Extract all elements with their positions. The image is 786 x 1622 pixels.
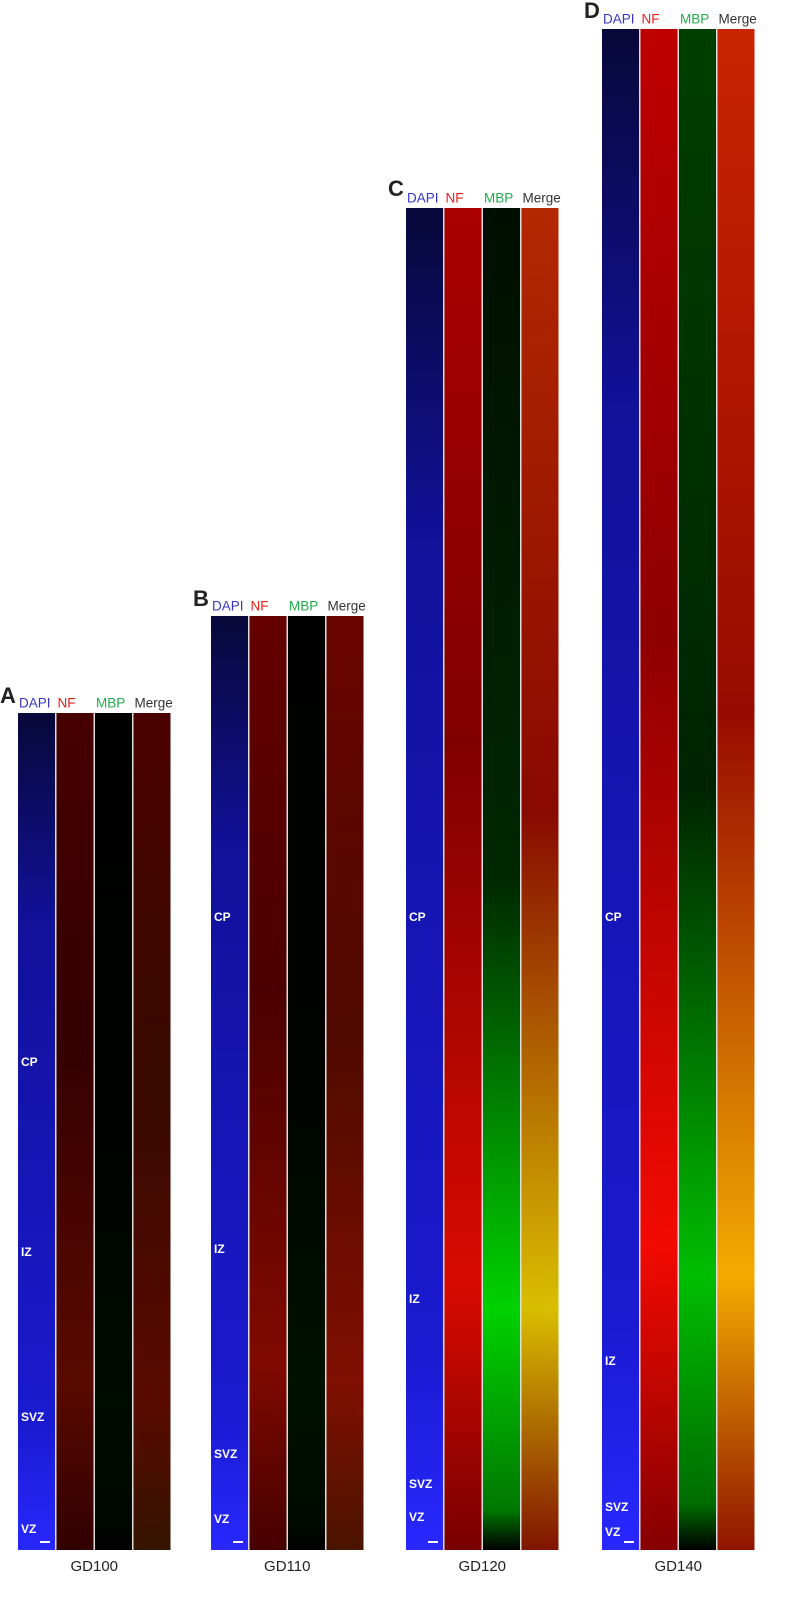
panel-letter: A	[0, 683, 16, 708]
image-strip	[640, 29, 678, 1550]
channel-label: MBP	[96, 696, 125, 711]
channel-label: DAPI	[407, 191, 439, 206]
image-strip	[444, 208, 482, 1550]
panel-letter: D	[584, 0, 600, 23]
channel-label: DAPI	[603, 12, 635, 27]
panel-caption: GD100	[70, 1558, 118, 1575]
channel-label: MBP	[484, 191, 513, 206]
zone-label: VZ	[21, 1522, 36, 1536]
zone-label: CP	[21, 1055, 38, 1069]
image-strip	[18, 713, 55, 1550]
panel-letter: B	[193, 586, 209, 611]
image-strip	[602, 29, 639, 1550]
image-strip	[211, 616, 248, 1550]
zone-label: CP	[214, 910, 231, 924]
image-strip	[133, 713, 171, 1550]
zone-label: IZ	[214, 1242, 225, 1256]
image-strip	[406, 208, 443, 1550]
channel-label: Merge	[135, 696, 173, 711]
zone-label: CP	[605, 910, 622, 924]
channel-label: NF	[642, 12, 660, 27]
channel-label: MBP	[680, 12, 709, 27]
image-strip	[326, 616, 364, 1550]
channel-label: Merge	[523, 191, 561, 206]
channel-label: Merge	[719, 12, 757, 27]
image-strip	[521, 208, 559, 1550]
channel-label: DAPI	[19, 696, 51, 711]
zone-label: SVZ	[409, 1477, 432, 1491]
image-strip	[56, 713, 94, 1550]
image-strip	[679, 29, 716, 1550]
zone-label: VZ	[409, 1510, 424, 1524]
panel-caption: GD110	[264, 1558, 310, 1575]
channel-label: Merge	[328, 599, 366, 614]
channel-label: DAPI	[212, 599, 244, 614]
image-strip	[288, 616, 325, 1550]
zone-label: VZ	[214, 1512, 229, 1526]
channel-label: NF	[58, 696, 76, 711]
panel-caption: GD140	[654, 1558, 702, 1575]
channel-label: NF	[446, 191, 464, 206]
zone-label: SVZ	[21, 1410, 44, 1424]
image-strip	[717, 29, 755, 1550]
channel-label: MBP	[289, 599, 318, 614]
channel-label: NF	[251, 599, 269, 614]
zone-label: IZ	[21, 1245, 32, 1259]
image-strip	[249, 616, 287, 1550]
zone-label: VZ	[605, 1525, 620, 1539]
panel-letter: C	[388, 176, 404, 201]
zone-label: SVZ	[605, 1500, 628, 1514]
image-strip	[483, 208, 520, 1550]
zone-label: IZ	[605, 1354, 616, 1368]
panel-caption: GD120	[458, 1558, 506, 1575]
image-strip	[95, 713, 132, 1550]
zone-label: CP	[409, 910, 426, 924]
zone-label: IZ	[409, 1292, 420, 1306]
zone-label: SVZ	[214, 1447, 237, 1461]
